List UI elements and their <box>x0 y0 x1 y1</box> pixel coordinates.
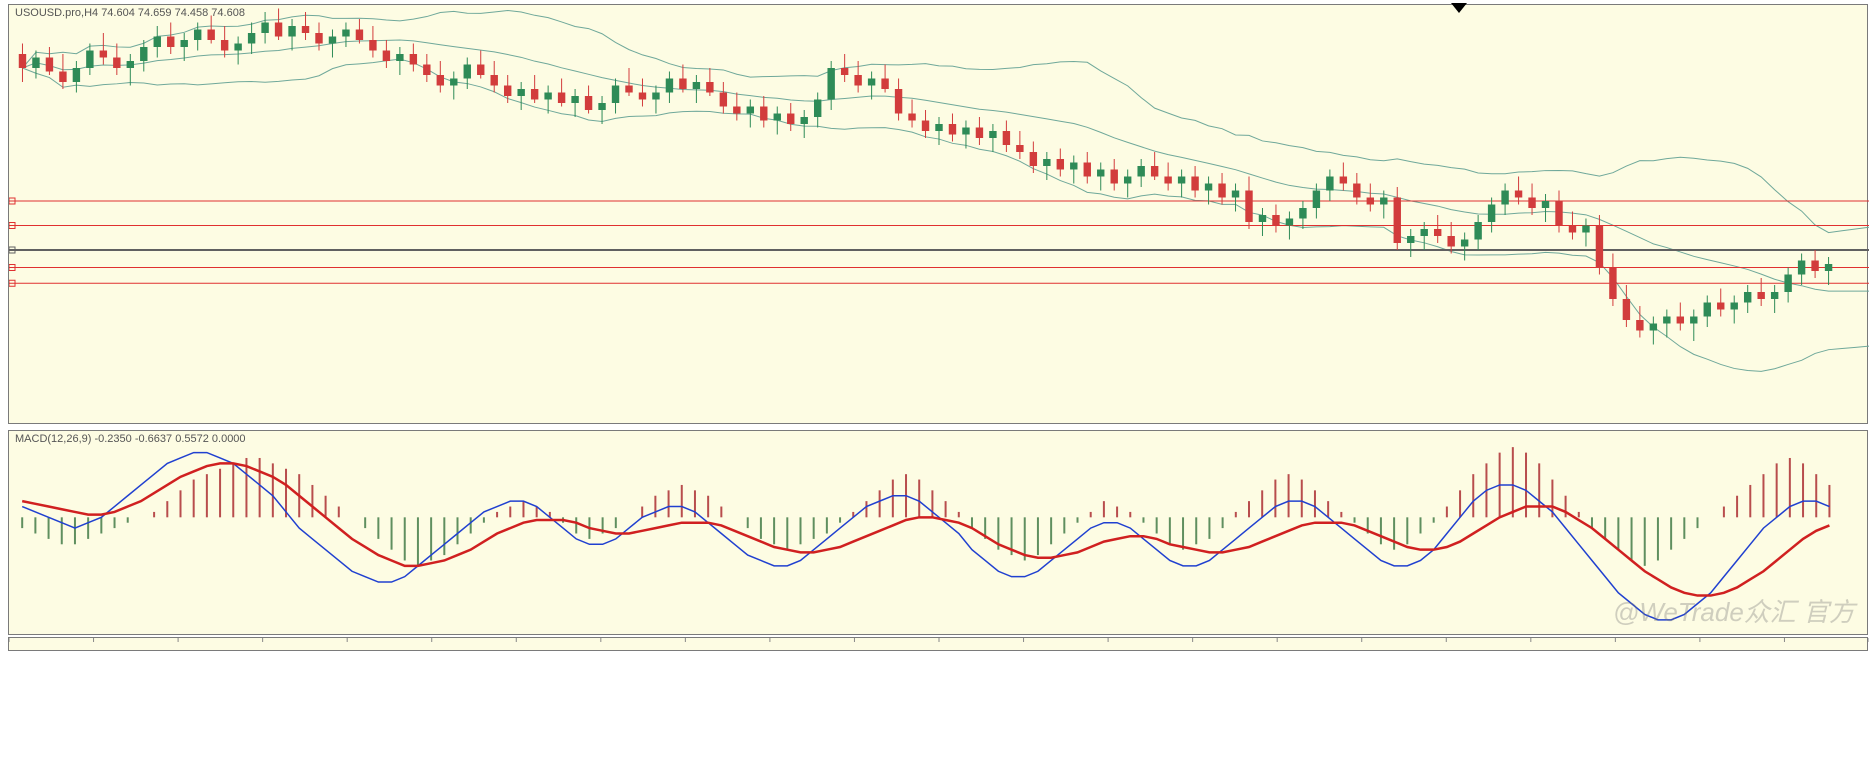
macd-panel[interactable]: MACD(12,26,9) -0.2350 -0.6637 0.5572 0.0… <box>8 430 1868 635</box>
price-chart-panel[interactable]: USOUSD.pro,H4 74.604 74.659 74.458 74.60… <box>8 4 1868 424</box>
macd-label: MACD(12,26,9) -0.2350 -0.6637 0.5572 0.0… <box>15 433 246 445</box>
macd-svg <box>9 431 1869 636</box>
price-chart-svg <box>9 5 1869 425</box>
chart-root: USOUSD.pro,H4 74.604 74.659 74.458 74.60… <box>0 0 1875 769</box>
time-axis <box>8 637 1868 651</box>
chevron-down-icon[interactable] <box>1451 3 1467 13</box>
price-chart-label: USOUSD.pro,H4 74.604 74.659 74.458 74.60… <box>15 7 245 19</box>
